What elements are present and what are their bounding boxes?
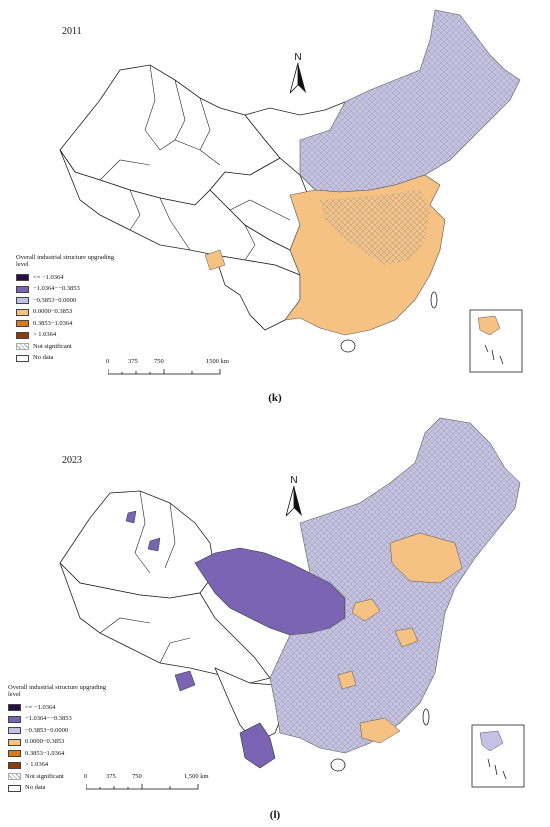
legend-item: 0.3853−1.0364	[8, 748, 113, 760]
tibet-region	[59, 562, 271, 684]
hainan-island	[340, 339, 356, 353]
orange-patch-south	[359, 717, 401, 744]
small-orange-patch	[204, 249, 226, 271]
legend-swatch	[8, 738, 21, 746]
legend-item: 0.3853−1.0364	[16, 318, 121, 330]
legend-swatch	[8, 784, 21, 792]
legend-item: Not significant	[16, 341, 121, 353]
legend-item: −1.0364−−0.3853	[16, 284, 121, 296]
panel-year: 2023	[62, 455, 82, 466]
map-panel-2011: 2011	[0, 0, 550, 413]
legend-item: <= −1.0364	[8, 702, 113, 714]
scale-bar-graphic	[107, 369, 221, 375]
legend-swatch	[8, 727, 21, 735]
orange-patch-central	[337, 670, 357, 690]
legend-swatch	[8, 750, 21, 758]
legend-item: −0.3853−0.0000	[16, 295, 121, 307]
legend-item: > 1.0364	[8, 760, 113, 772]
western-regions-no-data	[59, 490, 286, 744]
orange-patch-east	[394, 627, 419, 648]
internal-borders-west	[99, 64, 291, 261]
legend-swatch	[8, 773, 21, 781]
legend-2011: Overall industrial structure upgrading l…	[16, 254, 121, 365]
southwest-purple	[239, 722, 276, 769]
scale-bar-2023: 0 375 750 1,500 km	[84, 773, 209, 793]
north-arrow: N	[289, 52, 306, 100]
legend-swatch	[16, 297, 29, 305]
legend-swatch	[8, 704, 21, 712]
taiwan-island	[422, 708, 430, 726]
taiwan-island	[430, 291, 438, 309]
legend-swatch	[16, 331, 29, 339]
legend-item: 0.0000−0.3853	[16, 307, 121, 319]
legend-swatch	[16, 320, 29, 328]
legend-item: −0.3853−0.0000	[8, 725, 113, 737]
north-arrow-icon	[285, 485, 302, 518]
western-regions-no-data	[59, 64, 356, 331]
legend-swatch	[8, 761, 21, 769]
scale-bar-graphic	[85, 784, 199, 790]
scale-bar-2011: 0 375 750 1500 km	[106, 358, 229, 378]
legend-title: Overall industrial structure upgrading l…	[8, 684, 107, 698]
legend-swatch	[16, 354, 29, 362]
panel-year: 2011	[62, 26, 82, 37]
map-panel-2023: 2023	[0, 413, 550, 826]
legend-swatch	[16, 308, 29, 316]
legend-title: Overall industrial structure upgrading l…	[16, 254, 115, 268]
legend-item: > 1.0364	[16, 330, 121, 342]
legend-2023: Overall industrial structure upgrading l…	[8, 684, 113, 795]
china-map-2011	[59, 9, 523, 373]
north-arrow: N	[285, 475, 302, 523]
legend-swatch	[16, 285, 29, 293]
north-arrow-icon	[289, 62, 306, 95]
north-label: N	[294, 52, 302, 63]
legend-swatch	[8, 715, 21, 723]
legend-item: Not significant	[8, 771, 113, 783]
internal-borders-west	[99, 490, 191, 664]
legend-swatch	[16, 343, 29, 351]
legend-item: −1.0364−−0.3853	[8, 714, 113, 726]
panel-label: (k)	[268, 392, 282, 404]
xinjiang-region	[59, 490, 216, 599]
china-map-2023	[59, 417, 525, 788]
hainan-island	[330, 758, 346, 772]
legend-item: 0.0000−0.3853	[8, 737, 113, 749]
north-label: N	[290, 475, 298, 486]
orange-patch-northeast	[389, 532, 463, 584]
panel-label: (l)	[269, 809, 281, 821]
not-significant-central-hatch	[320, 190, 430, 265]
legend-swatch	[16, 274, 29, 282]
legend-item: No data	[8, 783, 113, 795]
yunnan-region	[214, 667, 286, 744]
legend-item: <= −1.0364	[16, 272, 121, 284]
orange-patch-north	[351, 598, 381, 622]
legend-item: No data	[16, 353, 121, 365]
